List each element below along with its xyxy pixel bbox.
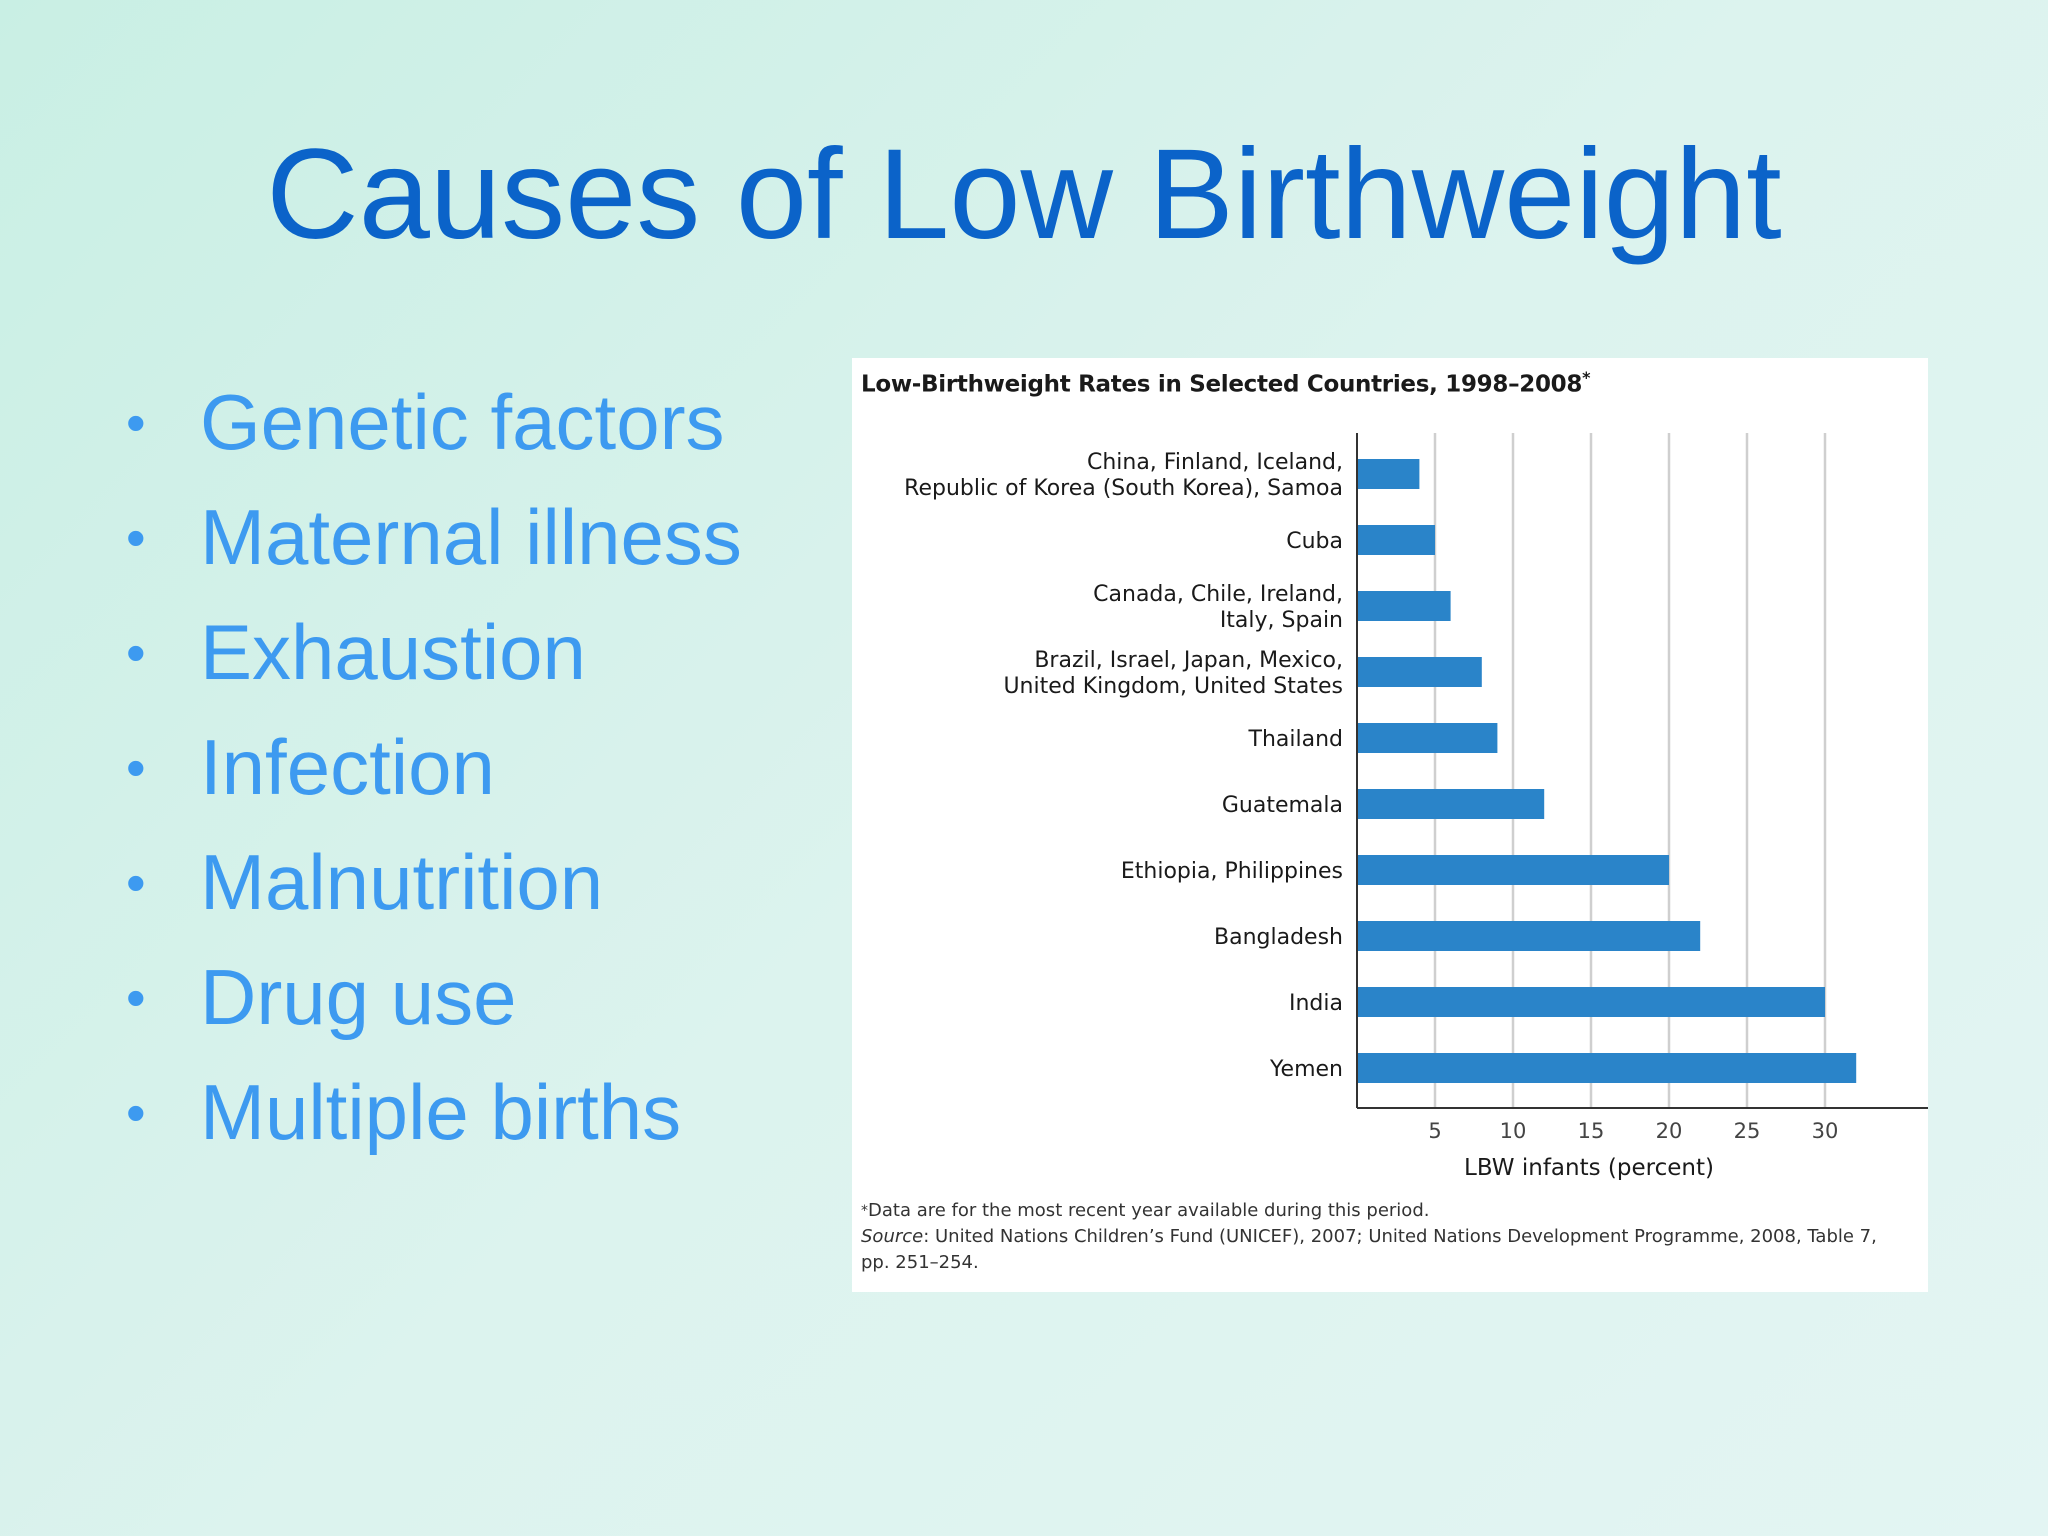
bar-chart: China, Finland, Iceland,Republic of Kore… bbox=[904, 433, 1928, 1181]
bullet-item: • Multiple births bbox=[120, 1055, 742, 1170]
category-label: Guatemala bbox=[1222, 793, 1343, 818]
category-label: Cuba bbox=[1286, 529, 1343, 554]
category-label: Yemen bbox=[1269, 1057, 1343, 1082]
bar bbox=[1357, 1053, 1857, 1083]
bar bbox=[1357, 987, 1825, 1017]
x-tick-label: 10 bbox=[1500, 1119, 1527, 1143]
x-axis-title: LBW infants (percent) bbox=[1464, 1155, 1714, 1181]
bullet-dot-icon: • bbox=[126, 1081, 146, 1144]
category-label: Italy, Spain bbox=[1220, 608, 1343, 633]
bullet-item: • Drug use bbox=[120, 940, 742, 1055]
bar bbox=[1357, 855, 1669, 885]
x-tick-label: 30 bbox=[1812, 1119, 1839, 1143]
bullet-text: Drug use bbox=[200, 953, 517, 1041]
bullet-dot-icon: • bbox=[126, 736, 146, 799]
chart-card: Low-Birthweight Rates in Selected Countr… bbox=[852, 358, 1928, 1292]
bullet-text: Genetic factors bbox=[200, 378, 725, 466]
bullet-item: • Genetic factors bbox=[120, 365, 742, 480]
bar bbox=[1357, 789, 1545, 819]
chart-title-marker: * bbox=[1582, 368, 1591, 387]
bullet-text: Exhaustion bbox=[200, 608, 586, 696]
bar bbox=[1357, 723, 1498, 753]
category-label: Ethiopia, Philippines bbox=[1121, 859, 1343, 884]
bullet-text: Maternal illness bbox=[200, 493, 742, 581]
category-label: Canada, Chile, Ireland, bbox=[1093, 582, 1343, 607]
bar bbox=[1357, 525, 1435, 555]
x-tick-label: 20 bbox=[1656, 1119, 1683, 1143]
bar bbox=[1357, 459, 1420, 489]
chart-title-text: Low-Birthweight Rates in Selected Countr… bbox=[861, 371, 1583, 398]
category-label: Republic of Korea (South Korea), Samoa bbox=[904, 476, 1343, 501]
footnote-text: Data are for the most recent year availa… bbox=[868, 1200, 1430, 1221]
category-label: Bangladesh bbox=[1214, 925, 1343, 950]
bullet-dot-icon: • bbox=[126, 966, 146, 1029]
bullet-dot-icon: • bbox=[126, 506, 146, 569]
bullet-item: • Malnutrition bbox=[120, 825, 742, 940]
bullet-dot-icon: • bbox=[126, 391, 146, 454]
bar bbox=[1357, 591, 1451, 621]
bullet-item: • Infection bbox=[120, 710, 742, 825]
x-tick-label: 5 bbox=[1428, 1119, 1441, 1143]
bullet-text: Malnutrition bbox=[200, 838, 604, 926]
bullet-dot-icon: • bbox=[126, 851, 146, 914]
bar bbox=[1357, 657, 1482, 687]
bullet-dot-icon: • bbox=[126, 621, 146, 684]
x-tick-label: 25 bbox=[1734, 1119, 1761, 1143]
chart-title: Low-Birthweight Rates in Selected Countr… bbox=[861, 368, 1590, 398]
category-label: United Kingdom, United States bbox=[1003, 674, 1343, 699]
category-label: China, Finland, Iceland, bbox=[1087, 450, 1343, 475]
chart-footnote: *Data are for the most recent year avail… bbox=[861, 1198, 1911, 1276]
slide-title: Causes of Low Birthweight bbox=[266, 123, 1782, 266]
footnote-note: *Data are for the most recent year avail… bbox=[861, 1198, 1911, 1224]
category-label: Brazil, Israel, Japan, Mexico, bbox=[1034, 648, 1343, 673]
source-label: Source bbox=[861, 1226, 924, 1247]
category-label: India bbox=[1289, 991, 1343, 1016]
source-text: : United Nations Children’s Fund (UNICEF… bbox=[861, 1226, 1877, 1273]
footnote-marker: * bbox=[861, 1203, 868, 1219]
bullet-text: Infection bbox=[200, 723, 495, 811]
category-label: Thailand bbox=[1248, 727, 1343, 752]
bullet-list: • Genetic factors • Maternal illness • Exha… bbox=[120, 365, 742, 1170]
bullet-item: • Maternal illness bbox=[120, 480, 742, 595]
bullet-text: Multiple births bbox=[200, 1068, 682, 1156]
footnote-source: Source: United Nations Children’s Fund (… bbox=[861, 1224, 1911, 1276]
bar bbox=[1357, 921, 1701, 951]
x-tick-label: 15 bbox=[1578, 1119, 1605, 1143]
bullet-item: • Exhaustion bbox=[120, 595, 742, 710]
